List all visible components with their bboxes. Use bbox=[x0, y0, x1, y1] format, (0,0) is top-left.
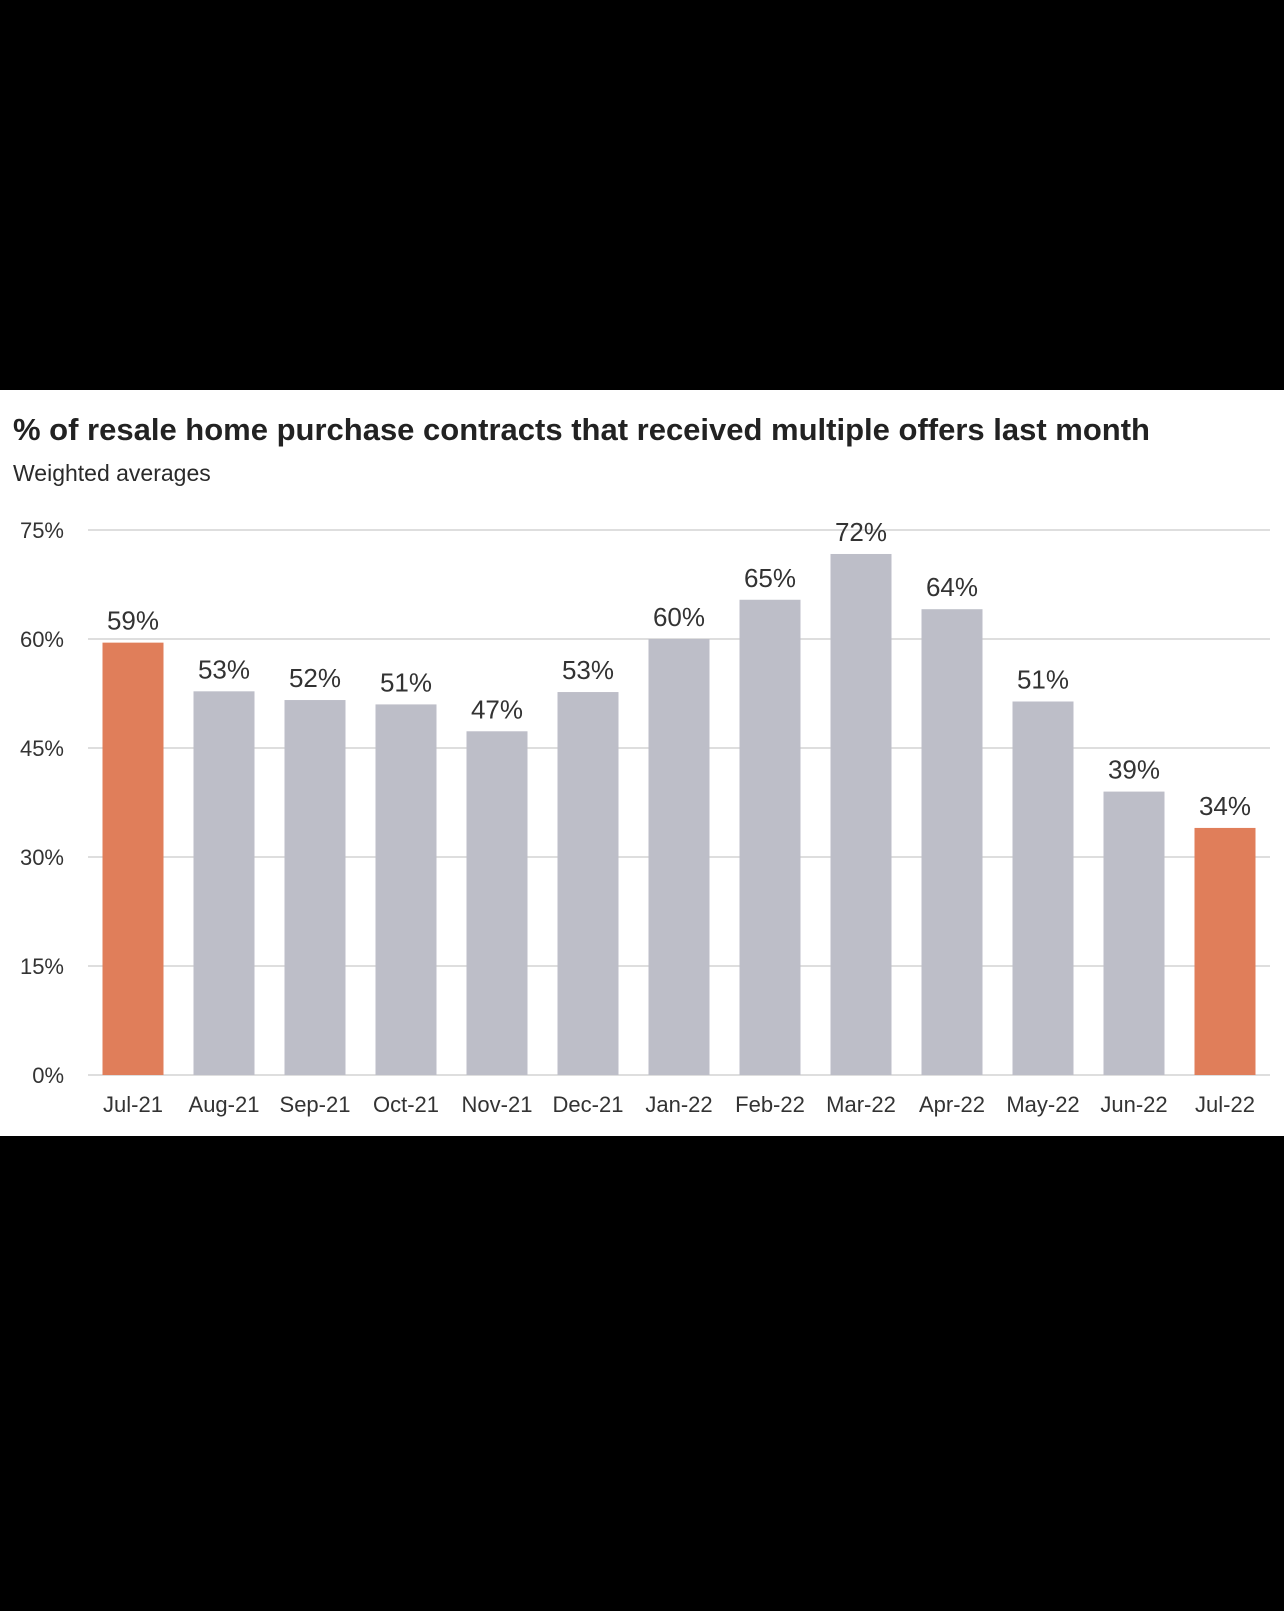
bar-jun-22 bbox=[1103, 791, 1165, 1075]
x-tick-label: Jun-22 bbox=[1100, 1092, 1167, 1117]
x-tick-label: Mar-22 bbox=[826, 1092, 896, 1117]
y-tick-label: 30% bbox=[20, 845, 64, 870]
x-tick-label: May-22 bbox=[1006, 1092, 1079, 1117]
bar-jul-22 bbox=[1194, 827, 1256, 1075]
data-label: 51% bbox=[1017, 664, 1069, 694]
x-tick-label: Oct-21 bbox=[373, 1092, 439, 1117]
y-tick-label: 15% bbox=[20, 954, 64, 979]
bar-jan-22 bbox=[648, 639, 710, 1075]
bar-aug-21 bbox=[193, 691, 255, 1075]
chart-subtitle: Weighted averages bbox=[13, 460, 211, 486]
data-labels: 59% 53% 52% 51% 47% 53% 60% 65% 72% 64% 51% 39% 34% bbox=[107, 517, 1251, 821]
y-tick-label: 0% bbox=[32, 1063, 64, 1088]
bar-jul-21 bbox=[102, 642, 164, 1075]
x-tick-label: Apr-22 bbox=[919, 1092, 985, 1117]
chart-panel: % of resale home purchase contracts that… bbox=[0, 390, 1284, 1136]
bar-dec-21 bbox=[557, 692, 619, 1075]
x-tick-label: Feb-22 bbox=[735, 1092, 805, 1117]
x-tick-label: Aug-21 bbox=[189, 1092, 260, 1117]
bars bbox=[102, 553, 1256, 1075]
y-tick-label: 45% bbox=[20, 736, 64, 761]
data-label: 65% bbox=[744, 563, 796, 593]
axis-labels: 0% 15% 30% 45% 60% 75% Jul-21 Aug-21 Sep-21 Oct-2… bbox=[20, 518, 1255, 1117]
data-label: 72% bbox=[835, 517, 887, 547]
bar-mar-22 bbox=[830, 553, 892, 1075]
y-tick-label: 60% bbox=[20, 627, 64, 652]
chart-title: % of resale home purchase contracts that… bbox=[13, 412, 1150, 447]
data-label: 52% bbox=[289, 663, 341, 693]
bar-feb-22 bbox=[739, 599, 801, 1075]
data-label: 39% bbox=[1108, 755, 1160, 785]
y-tick-label: 75% bbox=[20, 518, 64, 543]
x-tick-label: Nov-21 bbox=[462, 1092, 533, 1117]
data-label: 59% bbox=[107, 606, 159, 636]
data-label: 34% bbox=[1199, 791, 1251, 821]
x-tick-label: Jul-22 bbox=[1195, 1092, 1255, 1117]
bar-sep-21 bbox=[284, 700, 346, 1075]
x-tick-label: Jul-21 bbox=[103, 1092, 163, 1117]
bar-apr-22 bbox=[921, 609, 983, 1075]
x-tick-label: Sep-21 bbox=[280, 1092, 351, 1117]
x-tick-label: Dec-21 bbox=[553, 1092, 624, 1117]
data-label: 47% bbox=[471, 694, 523, 724]
data-label: 64% bbox=[926, 572, 978, 602]
data-label: 53% bbox=[562, 655, 614, 685]
bar-may-22 bbox=[1012, 701, 1074, 1075]
bar-oct-21 bbox=[375, 704, 437, 1075]
bar-chart: 59%53% 52% 51%47%53%60%65%72%64%51%39%34% … bbox=[20, 517, 1270, 1117]
data-label: 53% bbox=[198, 654, 250, 684]
data-label: 60% bbox=[653, 602, 705, 632]
x-tick-label: Jan-22 bbox=[645, 1092, 712, 1117]
bar-nov-21 bbox=[466, 731, 528, 1075]
data-label: 51% bbox=[380, 667, 432, 697]
